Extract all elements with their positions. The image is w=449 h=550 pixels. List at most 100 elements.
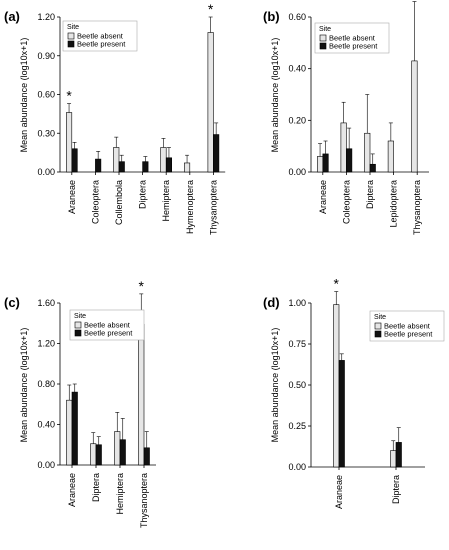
y-tick-label: 0.25 (288, 421, 306, 431)
legend-swatch-absent (319, 34, 327, 42)
bar-beetle-present (165, 157, 172, 173)
bar-beetle-absent (364, 132, 371, 173)
bar-beetle-present (95, 158, 102, 173)
chart-panel-4: (d) Mean abundance (log10x+1) 0.00 0.25 0.50… (263, 276, 445, 509)
legend-label-absent: Beetle absent (77, 32, 124, 41)
chart-panel-2: (b) Mean abundance (log10x+1) 0.00 0.20 0.40… (263, 1, 429, 235)
y-tick-label: 0.00 (37, 460, 55, 470)
bar-beetle-present (322, 153, 329, 173)
chart-panel-3: (c) Mean abundance (log10x+1) 0.00 0.40 0.80… (4, 278, 156, 528)
x-tick-label: Diptera (365, 180, 375, 209)
legend-swatch-absent (74, 321, 82, 329)
bar-beetle-present (71, 148, 78, 173)
legend-box (62, 20, 138, 52)
x-tick-label: Araneae (318, 180, 328, 214)
legend-label-absent: Beetle absent (384, 322, 431, 331)
y-axis-label: Mean abundance (log10x+1) (270, 328, 280, 443)
x-tick-label: Coleoptera (341, 180, 351, 224)
legend-title: Site (74, 313, 86, 320)
bar-beetle-present (142, 161, 149, 173)
y-tick-label: 0.20 (288, 115, 306, 125)
y-tick-label: 0.40 (37, 420, 55, 430)
panel-label: (d) (263, 295, 280, 310)
x-tick-label: Araneae (67, 180, 77, 214)
bar-beetle-absent (113, 147, 120, 173)
x-tick-label: Lepidoptera (389, 180, 399, 228)
bar-beetle-present (338, 360, 345, 468)
x-tick-label: Diptera (91, 473, 101, 502)
legend-label-present: Beetle present (384, 330, 433, 339)
y-tick-label: 0.00 (288, 167, 306, 177)
legend-title: Site (319, 26, 331, 33)
x-tick-label: Araneae (334, 475, 344, 509)
y-axis-label: Mean abundance (log10x+1) (19, 38, 29, 153)
bar-beetle-present (119, 439, 126, 466)
legend-box (369, 310, 445, 342)
significance-marker: * (334, 276, 340, 292)
legend-label-absent: Beetle absent (329, 34, 376, 43)
bar-beetle-absent (316, 156, 324, 173)
legend-title: Site (67, 24, 79, 31)
legend-box (314, 22, 390, 54)
bar-beetle-absent (66, 112, 73, 173)
bar-beetle-absent (160, 147, 167, 173)
legend-label-present: Beetle present (77, 40, 126, 49)
x-tick-label: Thysanoptera (412, 180, 422, 235)
bar-beetle-absent (411, 60, 418, 173)
y-tick-label: 0.75 (288, 339, 306, 349)
y-axis-label: Mean abundance (log10x+1) (270, 38, 280, 153)
significance-marker: * (208, 1, 214, 17)
x-tick-label: Coleoptera (90, 180, 100, 224)
legend-label-present: Beetle present (84, 329, 133, 338)
bar-beetle-absent (114, 431, 121, 466)
bar-beetle-present (369, 163, 376, 173)
x-tick-label: Diptera (138, 180, 148, 209)
x-tick-label: Thysanoptera (139, 473, 149, 528)
y-tick-label: 1.60 (37, 298, 55, 308)
significance-marker: * (66, 88, 72, 104)
legend-label-absent: Beetle absent (84, 321, 131, 330)
bar-beetle-absent (90, 443, 97, 466)
x-tick-label: Hemiptera (161, 180, 171, 222)
y-tick-label: 0.90 (37, 51, 55, 61)
x-tick-label: Thysanoptera (208, 180, 218, 235)
bar-beetle-present (346, 148, 353, 173)
bar-beetle-present (143, 447, 150, 466)
bar-beetle-present (395, 442, 402, 468)
panel-label: (c) (4, 295, 20, 310)
y-tick-label: 0.00 (37, 167, 55, 177)
bar-beetle-absent (207, 32, 214, 173)
legend-box (69, 309, 145, 341)
y-tick-label: 0.60 (288, 12, 306, 22)
legend-swatch-present (319, 42, 327, 50)
panel-label: (b) (263, 9, 280, 24)
legend-label-present: Beetle present (329, 42, 378, 51)
bar-beetle-absent (340, 122, 347, 173)
y-tick-label: 0.30 (37, 128, 55, 138)
y-tick-label: 0.60 (37, 90, 55, 100)
bar-beetle-present (71, 391, 78, 466)
chart-panel-1: (a) Mean abundance (log10x+1) 0.00 0.30 0.60… (4, 1, 226, 235)
panel-label: (a) (4, 9, 20, 24)
bar-beetle-absent (333, 304, 340, 468)
y-axis-label: Mean abundance (log10x+1) (19, 328, 29, 443)
y-tick-label: 1.20 (37, 339, 55, 349)
y-tick-label: 0.50 (288, 380, 306, 390)
x-tick-label: Araneae (67, 473, 77, 507)
legend-swatch-absent (374, 322, 382, 330)
bar-beetle-absent (138, 323, 145, 466)
y-tick-label: 0.40 (288, 64, 306, 74)
legend-swatch-absent (67, 32, 75, 40)
x-tick-label: Diptera (391, 475, 401, 504)
x-tick-label: Hymenoptera (185, 180, 195, 234)
bar-beetle-absent (387, 140, 394, 173)
bar-beetle-present (213, 134, 220, 173)
legend-title: Site (374, 314, 386, 321)
y-tick-label: 1.00 (288, 298, 306, 308)
y-tick-label: 0.00 (288, 462, 306, 472)
